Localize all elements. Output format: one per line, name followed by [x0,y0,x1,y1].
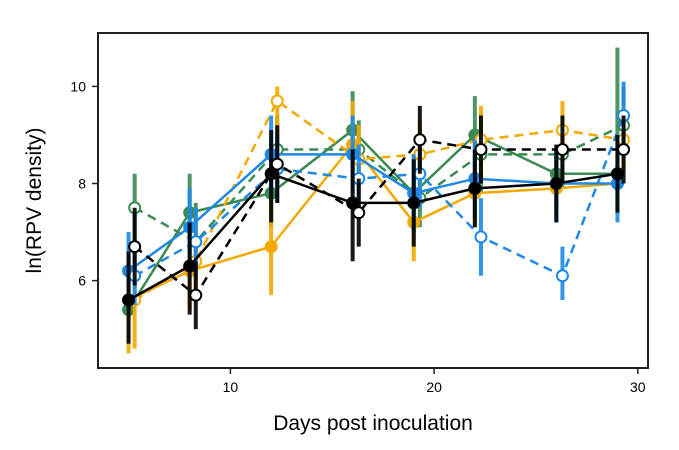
series-line [127,172,618,302]
series-3 [122,100,624,354]
y-axis: 6 8 10 [70,78,98,289]
series-line [134,115,625,278]
series-line [134,99,624,302]
data-point [122,293,136,307]
data-point [352,206,366,220]
x-axis-title: Days post inoculation [273,412,473,435]
data-point [264,240,278,254]
x-tick-label: 30 [630,379,646,395]
y-tick-label: 6 [78,273,86,289]
data-point [189,235,203,249]
data-point [474,230,488,244]
plot-frame [97,32,649,369]
data-point [407,196,421,210]
series-8 [128,105,631,330]
data-point [610,167,624,181]
data-point [413,133,427,147]
data-point [549,177,563,191]
series-line [127,128,618,311]
series-line [134,124,625,244]
data-point [270,157,284,171]
data-point [617,143,631,157]
y-axis-title: ln(RPV density) [23,128,46,274]
data-point [555,143,569,157]
data-point [270,94,284,108]
series-line [133,138,624,298]
data-point [189,288,203,302]
x-tick-label: 10 [223,379,239,395]
data-point [468,181,482,195]
x-axis: 10 20 30 [223,368,646,395]
y-tick-label: 10 [70,78,86,94]
series-4 [128,86,631,349]
data-point [128,240,142,254]
x-tick-label: 20 [426,379,442,395]
series-5 [122,115,624,310]
data-point [555,269,569,283]
y-tick-label: 8 [78,176,86,192]
data-point [474,143,488,157]
series-7 [122,130,624,344]
series-layer [122,47,631,354]
data-point [183,259,197,273]
series-line [127,153,618,272]
